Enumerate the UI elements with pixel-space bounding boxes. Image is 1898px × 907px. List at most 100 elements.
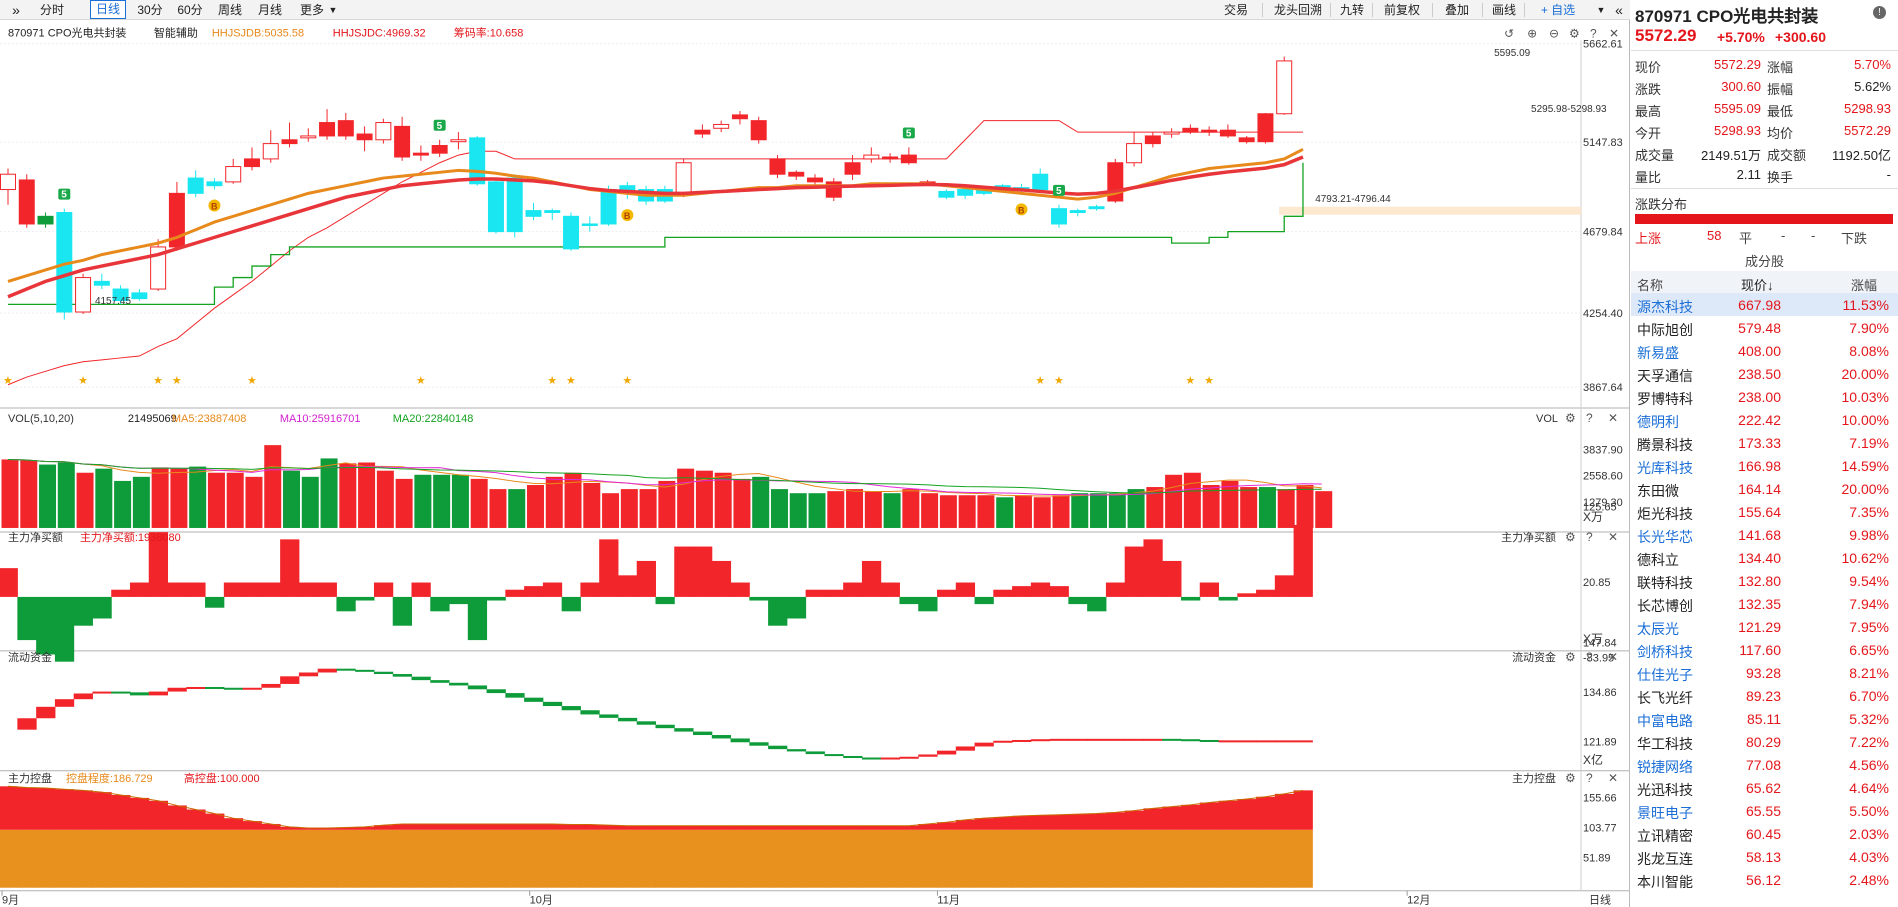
flow-segment bbox=[167, 687, 187, 692]
dropdown-arrow-icon[interactable]: ▼ bbox=[328, 5, 338, 15]
ctrl-base-bar bbox=[17, 829, 37, 888]
tab-fenshi[interactable]: 分时 bbox=[39, 3, 64, 17]
constituent-row[interactable]: 中际旭创 579.48 7.90% bbox=[1631, 316, 1898, 339]
add-watchlist-button[interactable]: + 自选 bbox=[1526, 0, 1590, 20]
tab-30min[interactable]: 30分 bbox=[137, 3, 163, 17]
close-icon: ✕ bbox=[1608, 530, 1618, 544]
tab-60min[interactable]: 60分 bbox=[177, 3, 203, 17]
candle-body bbox=[281, 139, 298, 145]
constituent-row[interactable]: 新易盛 408.00 8.08% bbox=[1631, 339, 1898, 362]
flow-segment bbox=[1256, 740, 1276, 743]
candle-body bbox=[262, 143, 279, 160]
overlay-button[interactable]: 叠加 bbox=[1444, 3, 1469, 17]
constituent-row[interactable]: 天孚通信 238.50 20.00% bbox=[1631, 362, 1898, 385]
tab-more[interactable]: 更多 bbox=[299, 3, 324, 17]
constituent-row[interactable]: 剑桥科技 117.60 6.65% bbox=[1631, 638, 1898, 661]
constituent-row[interactable]: 立讯精密 60.45 2.03% bbox=[1631, 822, 1898, 845]
constituent-row[interactable]: 德科立 134.40 10.62% bbox=[1631, 546, 1898, 569]
kline-chart[interactable]: 5 5 5 5 B B B ★ ★ ★ ★ ★ ★ ★ ★ ★ ★ ★ ★ ★ 5662.61 5147.83 4679.… bbox=[0, 20, 1630, 907]
net-buy-bar bbox=[899, 596, 919, 605]
constituent-row[interactable]: 太辰光 121.29 7.95% bbox=[1631, 615, 1898, 638]
constituent-row[interactable]: 联特科技 132.80 9.54% bbox=[1631, 569, 1898, 592]
flat-value: - bbox=[1781, 228, 1786, 243]
vol-tick: 1279.30 bbox=[1583, 497, 1623, 509]
ctrl-high-bar bbox=[430, 823, 450, 830]
period-toolbar: » 分时 日线 30分 60分 周线 月线 更多 ▼ 交易 龙头回溯 九转 前复… bbox=[0, 0, 1630, 20]
tab-weekly[interactable]: 周线 bbox=[217, 3, 242, 17]
constituent-row[interactable]: 德明利 222.42 10.00% bbox=[1631, 408, 1898, 431]
ctrl-high-bar bbox=[298, 828, 319, 830]
net-buy-bar bbox=[373, 582, 394, 597]
constituent-row[interactable]: 长飞光纤 89.23 6.70% bbox=[1631, 684, 1898, 707]
col-change[interactable]: 涨幅 bbox=[1851, 278, 1878, 293]
constituent-row[interactable]: 长光华芯 141.68 9.98% bbox=[1631, 523, 1898, 546]
constituent-row[interactable]: 兆龙互连 58.13 4.03% bbox=[1631, 845, 1898, 868]
constituent-row[interactable]: 源杰科技 667.98 11.53% bbox=[1631, 293, 1898, 316]
constituent-row[interactable]: 华工科技 80.29 7.22% bbox=[1631, 730, 1898, 753]
tab-monthly[interactable]: 月线 bbox=[257, 3, 282, 17]
col-name[interactable]: 名称 bbox=[1637, 278, 1664, 293]
stock-price: 132.80 bbox=[1738, 573, 1781, 589]
stock-change: 10.62% bbox=[1841, 550, 1889, 566]
constituent-row[interactable]: 光迅科技 65.62 4.64% bbox=[1631, 776, 1898, 799]
constituent-row[interactable]: 炬光科技 155.64 7.35% bbox=[1631, 500, 1898, 523]
ctrl-base-bar bbox=[1199, 829, 1220, 888]
constituent-row[interactable]: 长芯博创 132.35 7.94% bbox=[1631, 592, 1898, 615]
volume-bar bbox=[695, 470, 713, 528]
constituent-row[interactable]: 仕佳光子 93.28 8.21% bbox=[1631, 661, 1898, 684]
flow-segment bbox=[843, 755, 863, 758]
month-label: 10月 bbox=[530, 895, 553, 907]
tab-daily[interactable]: 日线 bbox=[90, 0, 126, 19]
ctrl-base-bar bbox=[899, 829, 919, 888]
flow-segment bbox=[467, 685, 488, 690]
hhjsjdc-value: HHJSJDC:4969.32 bbox=[333, 27, 426, 39]
chevron-double-left-icon[interactable]: « bbox=[1615, 2, 1623, 18]
net-buy-bar bbox=[1180, 596, 1201, 601]
volume-bar bbox=[132, 476, 150, 528]
constituent-row[interactable]: 景旺电子 65.55 5.50% bbox=[1631, 799, 1898, 822]
ctrl-high-bar bbox=[148, 800, 169, 830]
col-price[interactable]: 现价↓ bbox=[1741, 278, 1774, 293]
net-buy-bar bbox=[786, 596, 807, 619]
candle-body bbox=[807, 177, 824, 183]
net-buy-bar bbox=[1199, 582, 1220, 597]
net-buy-bar bbox=[880, 582, 900, 597]
dropdown-arrow-icon[interactable]: ▼ bbox=[1596, 5, 1606, 15]
constituent-row[interactable]: 罗博特科 238.00 10.03% bbox=[1631, 385, 1898, 408]
nine-turn-button[interactable]: 九转 bbox=[1339, 3, 1364, 17]
draw-line-button[interactable]: 画线 bbox=[1491, 3, 1516, 17]
info-icon[interactable]: ! bbox=[1873, 6, 1886, 19]
flow-segment bbox=[505, 693, 525, 698]
ctrl-base-bar bbox=[148, 829, 169, 888]
constituent-row[interactable]: 中富电路 85.11 5.32% bbox=[1631, 707, 1898, 730]
volume-bar bbox=[508, 489, 526, 528]
quote-value: 5595.09 bbox=[1714, 101, 1761, 116]
dragon-review-button[interactable]: 龙头回溯 bbox=[1273, 3, 1322, 17]
ctrl-base-bar bbox=[392, 829, 413, 888]
chevron-double-right-icon[interactable]: » bbox=[12, 2, 20, 18]
quote-label: 现价 bbox=[1635, 60, 1662, 75]
pre-adjust-button[interactable]: 前复权 bbox=[1383, 3, 1420, 17]
flow-fund-panel bbox=[17, 668, 1313, 760]
volume-bar bbox=[527, 485, 544, 528]
constituent-row[interactable]: 锐捷网络 77.08 4.56% bbox=[1631, 753, 1898, 776]
stock-name: 立讯精密 bbox=[1637, 828, 1693, 844]
constituent-row[interactable]: 光库科技 166.98 14.59% bbox=[1631, 454, 1898, 477]
candle-body bbox=[168, 192, 185, 248]
ctrl-high-bar bbox=[1049, 814, 1069, 830]
ctrl-base-bar bbox=[636, 829, 656, 888]
candle-body bbox=[844, 162, 861, 175]
net-buy-bar bbox=[843, 582, 863, 597]
ctrl-high-bar bbox=[1237, 799, 1257, 830]
volume-bar bbox=[114, 480, 132, 528]
net-buy-bar bbox=[1274, 575, 1295, 597]
flow-segment bbox=[711, 735, 732, 739]
trade-button[interactable]: 交易 bbox=[1223, 3, 1248, 17]
stock-name: 罗博特科 bbox=[1637, 391, 1693, 407]
flow-segment bbox=[1105, 738, 1126, 741]
constituent-row[interactable]: 东田微 164.14 20.00% bbox=[1631, 477, 1898, 500]
constituent-row[interactable]: 本川智能 56.12 2.48% bbox=[1631, 868, 1898, 891]
flow-segment bbox=[1143, 738, 1163, 741]
constituent-row[interactable]: 腾景科技 173.33 7.19% bbox=[1631, 431, 1898, 454]
candle-body bbox=[37, 215, 54, 225]
